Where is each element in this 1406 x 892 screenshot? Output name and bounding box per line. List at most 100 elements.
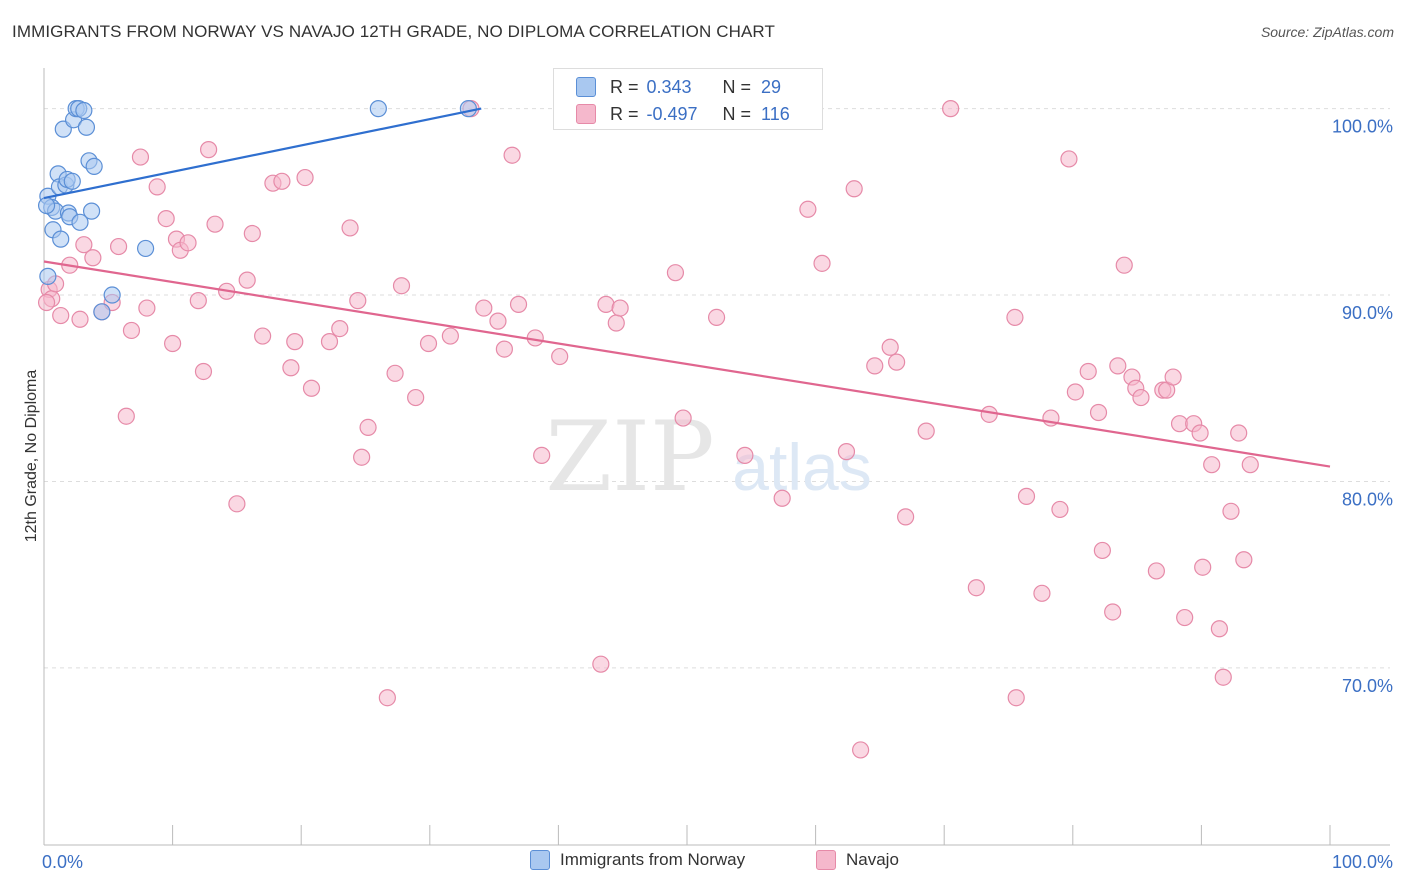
navajo-point <box>1104 603 1122 621</box>
navajo-point <box>509 295 528 313</box>
navajo-point <box>254 327 272 345</box>
navajo-point <box>296 168 314 187</box>
navajo-point <box>1093 541 1111 560</box>
navajo-point <box>1210 620 1229 638</box>
navajo-point <box>320 333 339 351</box>
norway-point <box>75 101 93 120</box>
data-points <box>37 100 1259 759</box>
norway-point <box>136 239 155 258</box>
navajo-point <box>189 292 207 310</box>
navajo-point <box>707 308 726 327</box>
navajo-point <box>228 495 246 513</box>
source-label: Source: ZipAtlas.com <box>1260 24 1394 40</box>
navajo-point <box>1017 487 1036 505</box>
navajo-swatch <box>576 104 596 124</box>
navajo-point <box>441 327 459 345</box>
navajo-point <box>1230 424 1248 442</box>
stats-legend: R = 0.343 N = 29 R = -0.497 N = 116 <box>553 68 823 130</box>
stats-row-norway: R = 0.343 N = 29 <box>576 74 781 100</box>
legend-swatch-navajo <box>816 850 836 870</box>
navajo-point <box>1007 689 1025 707</box>
navajo-point <box>1176 608 1194 627</box>
navajo-point <box>131 148 150 166</box>
norway-point <box>71 213 89 231</box>
r-key: R = <box>610 103 639 124</box>
navajo-point <box>243 224 261 243</box>
legend-item-navajo[interactable]: Navajo <box>816 850 899 870</box>
norway-point <box>369 100 387 118</box>
navajo-point <box>164 334 182 353</box>
navajo-point <box>179 234 197 252</box>
norway-trend-line <box>43 107 482 200</box>
navajo-point <box>1079 362 1097 381</box>
navajo-point <box>1033 584 1051 602</box>
navajo-point <box>866 357 884 375</box>
navajo-point <box>980 405 998 423</box>
navajo-point <box>1006 308 1024 327</box>
navajo-point <box>852 741 870 759</box>
x-tick-label: 100.0% <box>1332 852 1393 872</box>
navajo-point <box>122 321 141 340</box>
navajo-point <box>75 236 93 254</box>
navajo-point <box>386 364 404 382</box>
navajo-point <box>967 579 985 597</box>
navajo-point <box>1115 256 1133 274</box>
navajo-point <box>888 353 906 371</box>
navajo-point <box>1241 456 1259 474</box>
y-tick-label: 70.0% <box>1342 676 1393 696</box>
norway-swatch <box>576 77 596 97</box>
norway-point <box>63 172 81 190</box>
navajo-point <box>206 215 224 233</box>
navajo-point <box>1089 403 1108 422</box>
navajo-point <box>109 237 128 256</box>
navajo-point <box>282 359 300 377</box>
navajo-point <box>942 100 960 118</box>
n-key: N = <box>722 103 752 124</box>
y-tick-label: 90.0% <box>1342 303 1393 323</box>
r-value-norway: 0.343 <box>646 76 692 97</box>
norway-point <box>39 267 57 285</box>
navajo-point <box>331 319 349 338</box>
navajo-point <box>1194 558 1212 576</box>
navajo-point <box>419 334 438 353</box>
navajo-point <box>1132 388 1150 407</box>
navajo-point <box>71 310 89 328</box>
navajo-point <box>533 446 551 464</box>
navajo-point <box>666 264 685 282</box>
norway-point <box>459 100 477 118</box>
navajo-point <box>674 409 692 427</box>
legend-swatch-norway <box>530 850 550 870</box>
navajo-point <box>407 388 425 407</box>
navajo-point <box>353 448 371 466</box>
navajo-point <box>378 689 396 707</box>
navajo-point <box>392 277 411 295</box>
norway-point <box>85 157 103 175</box>
norway-point <box>37 196 56 215</box>
navajo-point <box>1109 357 1127 375</box>
navajo-point <box>597 295 615 313</box>
n-key: N = <box>722 76 752 97</box>
navajo-point <box>837 443 856 461</box>
navajo-point <box>341 219 359 237</box>
navajo-point <box>1147 562 1165 580</box>
navajo-point <box>551 347 569 366</box>
navajo-point <box>1191 424 1209 442</box>
navajo-point <box>881 338 899 356</box>
legend-item-norway[interactable]: Immigrants from Norway <box>530 850 745 870</box>
navajo-point <box>813 254 831 272</box>
navajo-point <box>773 489 791 507</box>
navajo-point <box>1164 368 1182 386</box>
navajo-point <box>607 314 625 332</box>
y-tick-label: 80.0% <box>1342 489 1393 509</box>
navajo-point <box>592 655 610 673</box>
navajo-point <box>194 362 213 381</box>
navajo-point <box>845 180 863 198</box>
navajo-point <box>503 146 521 164</box>
y-tick-label: 100.0% <box>1332 117 1393 137</box>
navajo-point <box>273 172 291 190</box>
navajo-point <box>611 299 629 317</box>
norway-point <box>52 230 70 248</box>
norway-point <box>77 118 96 136</box>
stats-row-navajo: R = -0.497 N = 116 <box>576 101 790 127</box>
